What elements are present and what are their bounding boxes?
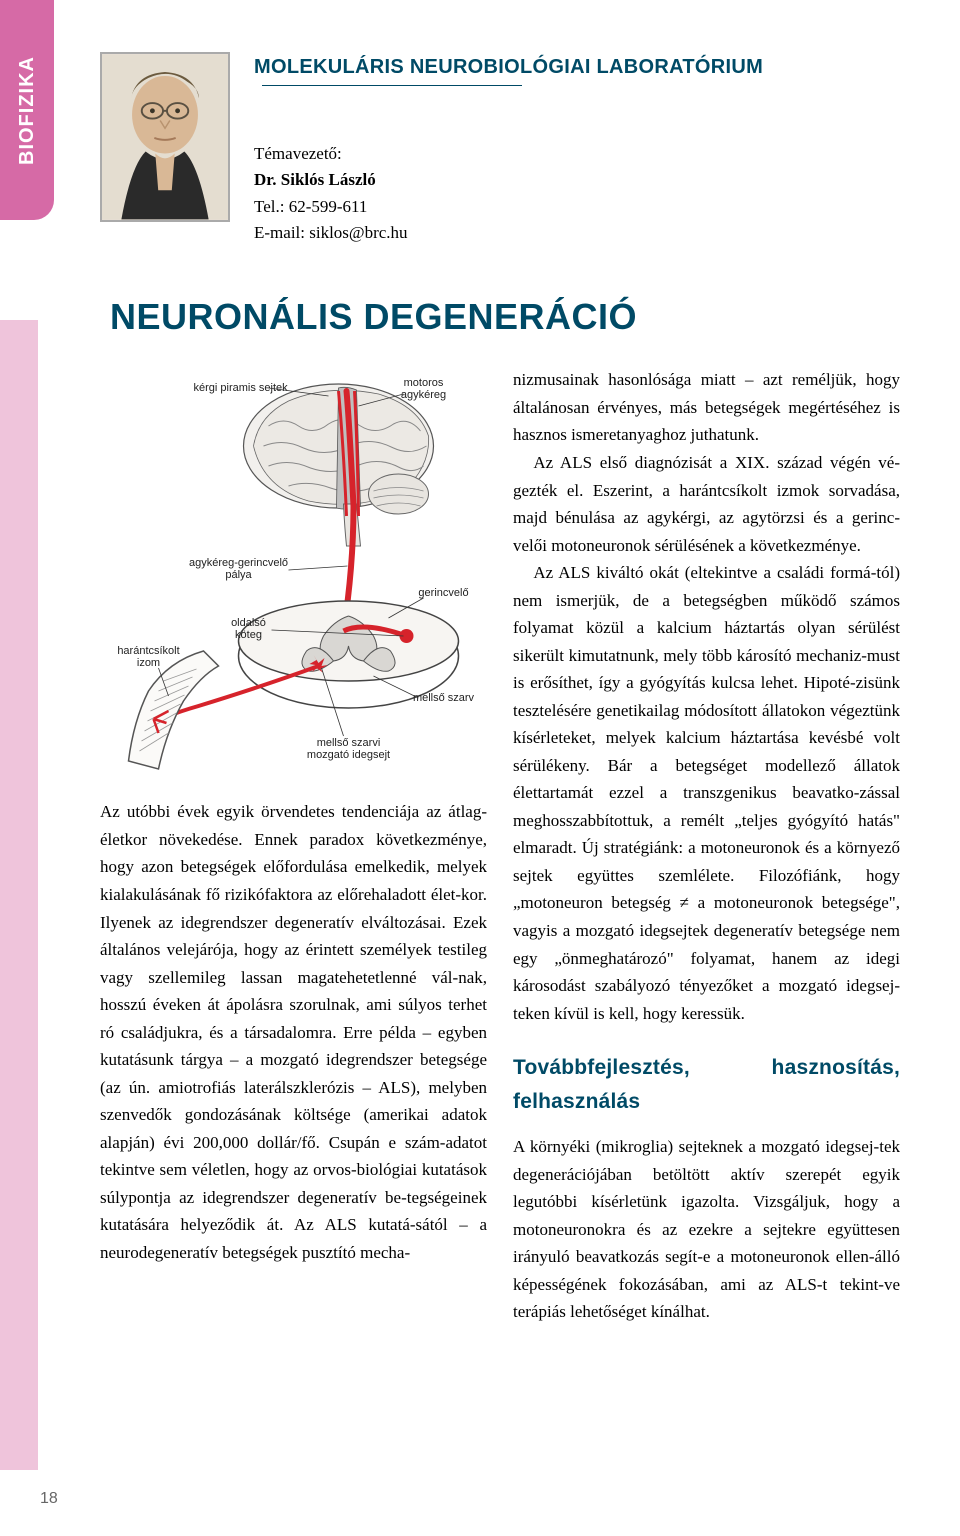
svg-text:izom: izom xyxy=(137,657,160,669)
page-content: MOLEKULÁRIS NEUROBIOLÓGIAI LABORATÓRIUM … xyxy=(70,0,960,1536)
col2-paragraph-2: Az ALS első diagnózisát a XIX. század vé… xyxy=(513,449,900,559)
category-tab: BIOFIZIKA xyxy=(0,0,54,220)
col2-paragraph-4: A környéki (mikroglia) sejteknek a mozga… xyxy=(513,1133,900,1326)
svg-text:agykéreg-gerincvelő: agykéreg-gerincvelő xyxy=(189,557,288,569)
svg-text:köteg: köteg xyxy=(235,629,262,641)
svg-text:gerincvelő: gerincvelő xyxy=(418,587,468,599)
contact-email: E-mail: siklos@brc.hu xyxy=(254,220,900,246)
svg-text:motoros: motoros xyxy=(404,377,444,389)
col1-paragraph-1: Az utóbbi évek egyik örvendetes tendenci… xyxy=(100,798,487,1266)
svg-text:oldalsó: oldalsó xyxy=(231,617,266,629)
contact-block: Témavezető: Dr. Siklós László Tel.: 62-5… xyxy=(254,141,900,246)
column-right: nizmusainak hasonlósága miatt – azt remé… xyxy=(513,366,900,1326)
svg-text:agykéreg: agykéreg xyxy=(401,389,446,401)
header-info: MOLEKULÁRIS NEUROBIOLÓGIAI LABORATÓRIUM … xyxy=(254,52,900,246)
contact-label: Témavezető: xyxy=(254,141,900,167)
anatomy-diagram: kérgi piramis sejtek motoros agykéreg ag… xyxy=(100,366,487,786)
header: MOLEKULÁRIS NEUROBIOLÓGIAI LABORATÓRIUM … xyxy=(100,52,900,246)
col2-paragraph-1: nizmusainak hasonlósága miatt – azt remé… xyxy=(513,366,900,449)
svg-text:mozgató idegsejt: mozgató idegsejt xyxy=(307,749,390,761)
column-left: kérgi piramis sejtek motoros agykéreg ag… xyxy=(100,366,487,1326)
contact-name: Dr. Siklós László xyxy=(254,167,900,193)
sidebar-ribbon xyxy=(0,320,38,1470)
svg-text:pálya: pálya xyxy=(225,569,252,581)
svg-text:kérgi piramis sejtek: kérgi piramis sejtek xyxy=(194,382,289,394)
title-rule xyxy=(262,85,522,86)
contact-tel: Tel.: 62-599-611 xyxy=(254,194,900,220)
portrait-photo xyxy=(100,52,230,222)
sidebar: BIOFIZIKA 18 xyxy=(0,0,70,1536)
page-number: 18 xyxy=(40,1490,58,1508)
col2-paragraph-3: Az ALS kiváltó okát (eltekintve a család… xyxy=(513,559,900,1027)
section-heading: Továbbfejlesztés, hasznosítás, felhaszná… xyxy=(513,1051,900,1119)
lab-title: MOLEKULÁRIS NEUROBIOLÓGIAI LABORATÓRIUM xyxy=(254,56,763,78)
text-columns: kérgi piramis sejtek motoros agykéreg ag… xyxy=(100,366,900,1326)
svg-text:mellső szarvi: mellső szarvi xyxy=(317,737,381,749)
svg-text:harántcsíkolt: harántcsíkolt xyxy=(117,645,179,657)
main-title: NEURONÁLIS DEGENERÁCIÓ xyxy=(110,296,900,338)
category-label: BIOFIZIKA xyxy=(16,56,39,165)
svg-text:mellső szarv: mellső szarv xyxy=(413,692,475,704)
